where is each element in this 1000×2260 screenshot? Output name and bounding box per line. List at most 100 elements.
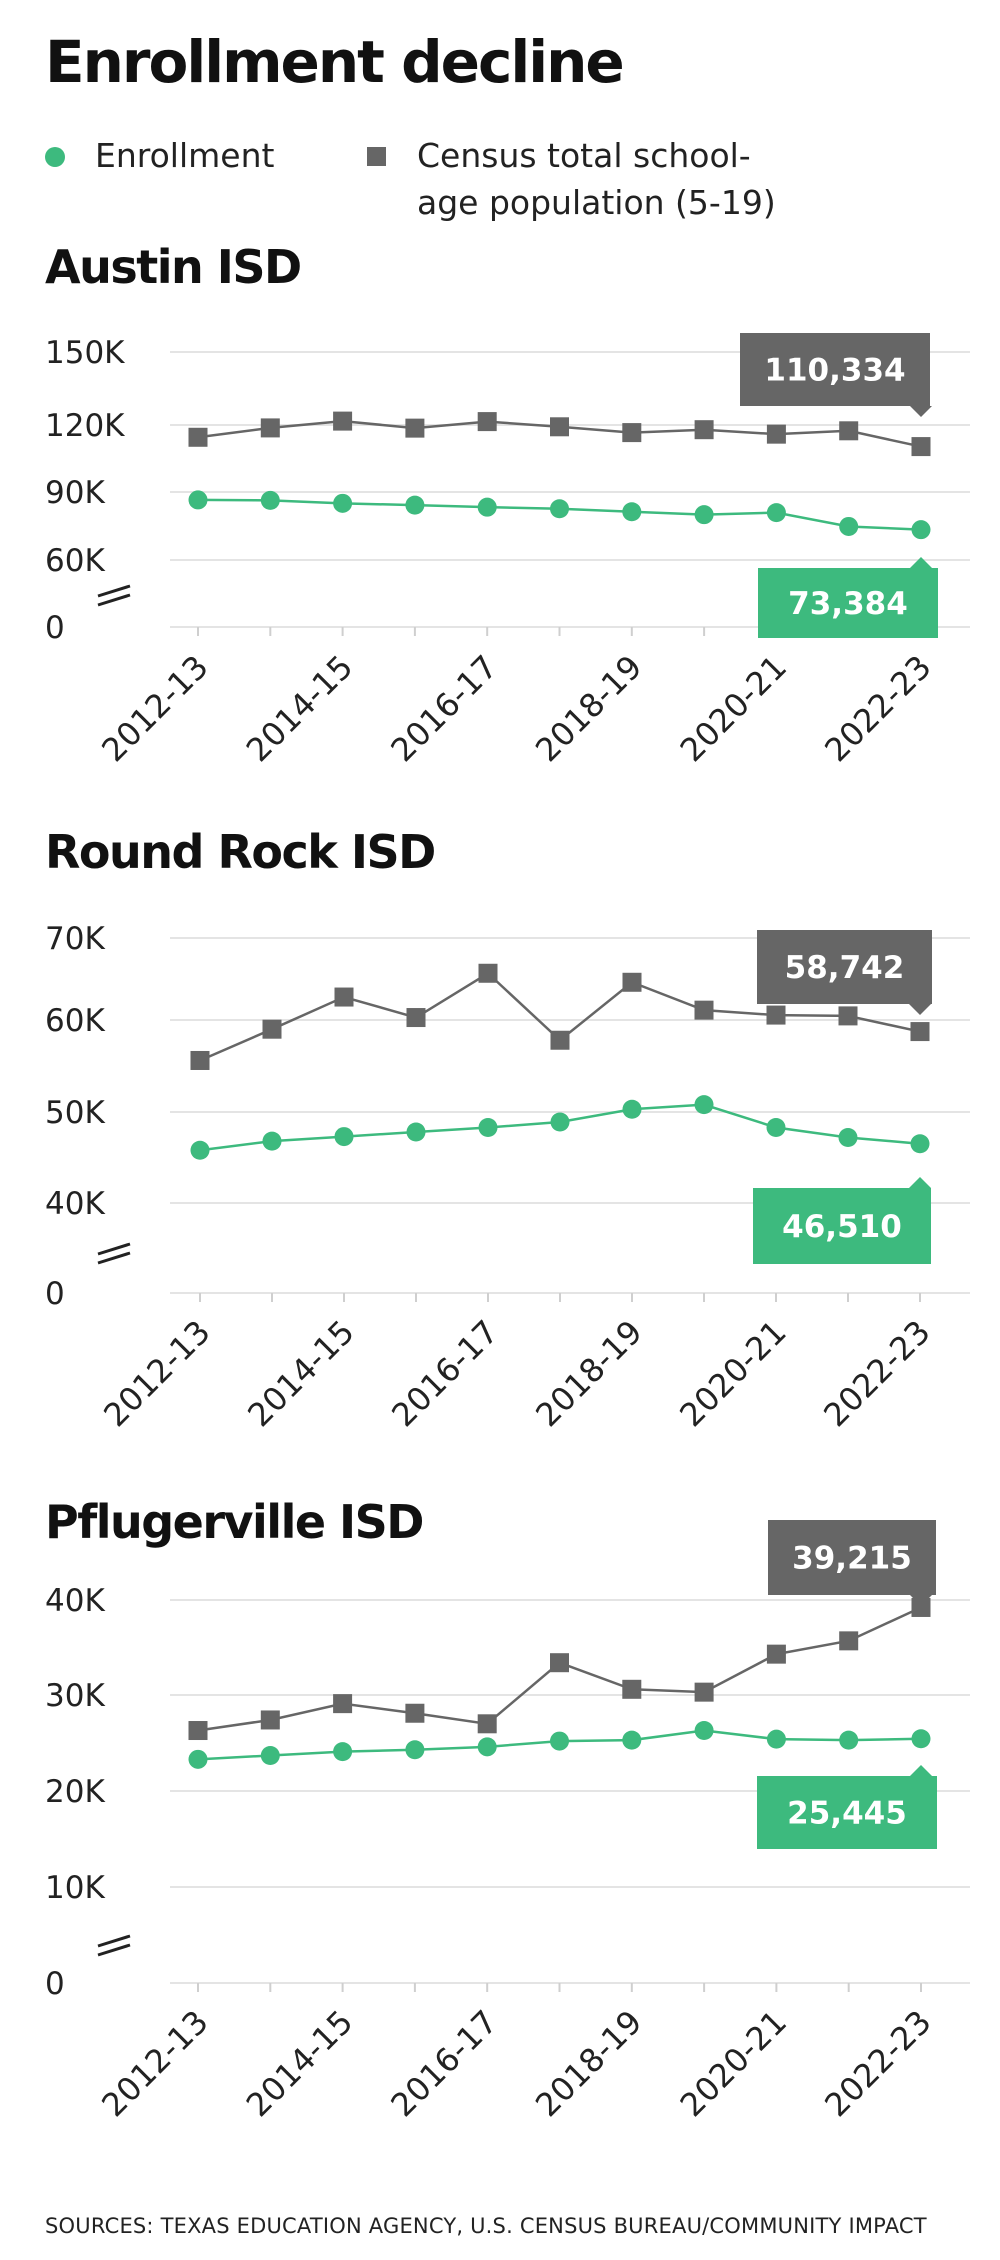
census-point: [839, 1631, 859, 1651]
enrollment-point: [188, 1749, 208, 1769]
census-point: [694, 420, 714, 440]
census-callout: 39,215: [768, 1520, 936, 1606]
x-tick-label: 2022-23: [816, 1313, 937, 1434]
census-point: [333, 411, 353, 431]
census-point: [262, 1019, 282, 1039]
y-tick-label: 40K: [45, 1583, 105, 1619]
x-tick-label: 2014-15: [240, 1313, 361, 1434]
census-point: [911, 1597, 931, 1617]
y-tick-label: 120K: [45, 408, 125, 444]
enrollment-point: [694, 1095, 714, 1115]
enrollment-point: [190, 1140, 210, 1160]
y-tick-label: 30K: [45, 1678, 105, 1714]
x-tick-label: 2014-15: [239, 2003, 360, 2124]
enrollment-point: [260, 490, 280, 510]
y-tick-label: 60K: [45, 543, 105, 579]
enrollment-point: [766, 1729, 786, 1749]
legend-item-census: Census total school-age population (5-19…: [367, 132, 787, 226]
census-point: [260, 418, 280, 438]
enrollment-point: [550, 1112, 570, 1132]
census-point: [478, 963, 498, 983]
census-point: [334, 987, 354, 1007]
enrollment-callout-value: 73,384: [788, 586, 908, 622]
enrollment-point: [911, 1729, 931, 1749]
legend: Enrollment Census total school-age popul…: [45, 132, 965, 232]
enrollment-callout: 73,384: [758, 557, 938, 638]
census-point: [405, 1703, 425, 1723]
census-point: [333, 1694, 353, 1714]
enrollment-point: [766, 503, 786, 523]
y-tick-label: 10K: [45, 1870, 105, 1906]
sources-note: SOURCES: TEXAS EDUCATION AGENCY, U.S. CE…: [45, 2214, 927, 2238]
chart-austin-isd: 0 60K 90K 120K 150K 2012-13 2014-15 2016-17 2018…: [45, 333, 970, 769]
enrollment-point: [622, 1730, 642, 1750]
y-tick-label: 90K: [45, 475, 105, 511]
chart-title-austin: Austin ISD: [45, 240, 302, 294]
census-callout: 58,742: [757, 930, 932, 1015]
census-point: [190, 1050, 210, 1070]
enrollment-point: [911, 520, 931, 540]
enrollment-point: [406, 1122, 426, 1142]
enrollment-point: [333, 1742, 353, 1762]
enrollment-point: [333, 493, 353, 513]
enrollment-point: [477, 497, 497, 517]
census-point: [694, 1682, 714, 1702]
enrollment-callout-value: 25,445: [787, 1796, 907, 1832]
y-tick-label: 40K: [45, 1186, 105, 1222]
enrollment-callout-value: 46,510: [782, 1209, 902, 1245]
census-point: [622, 972, 642, 992]
x-tick-label: 2016-17: [383, 648, 504, 769]
census-point: [766, 1005, 786, 1025]
x-tick-label: 2018-19: [528, 2003, 649, 2124]
square-marker-icon: [367, 147, 386, 166]
enrollment-point: [405, 495, 425, 515]
x-tick-label: 2018-19: [528, 1313, 649, 1434]
page-title: Enrollment decline: [45, 28, 625, 96]
chart-round-rock-isd: 0 40K 50K 60K 70K 2012-13 2014-15 2016-17 2018-1…: [45, 921, 970, 1434]
circle-marker-icon: [45, 147, 65, 167]
enrollment-point: [694, 505, 714, 525]
enrollment-point: [838, 1127, 858, 1147]
x-tick-label: 2018-19: [528, 648, 649, 769]
chart-title-round-rock: Round Rock ISD: [45, 825, 436, 879]
axis-break-icon: [97, 1934, 131, 1957]
census-point: [477, 412, 497, 432]
census-point: [406, 1008, 426, 1028]
axis-break-icon: [97, 1242, 131, 1265]
enrollment-point: [550, 1731, 569, 1751]
census-point: [188, 1721, 208, 1741]
x-tick-label: 2016-17: [384, 1313, 505, 1434]
enrollment-point: [260, 1745, 280, 1765]
census-point: [260, 1710, 280, 1730]
enrollment-point: [694, 1721, 714, 1741]
enrollment-point: [477, 1737, 497, 1757]
census-point: [838, 1006, 858, 1026]
x-tick-label: 2022-23: [817, 2003, 938, 2124]
enrollment-point: [839, 516, 859, 536]
census-point: [911, 437, 931, 457]
enrollment-callout: 46,510: [753, 1177, 931, 1264]
y-tick-label: 60K: [45, 1003, 105, 1039]
x-tick-label: 2020-21: [673, 2003, 794, 2124]
x-tick-label: 2014-15: [239, 648, 360, 769]
x-tick-label: 2012-13: [94, 648, 215, 769]
chart-pflugerville-isd: 0 10K 20K 30K 40K 2012-13 2014-15 2016-17 2018-1…: [45, 1520, 970, 2124]
enrollment-point: [766, 1117, 786, 1137]
enrollment-point: [622, 1099, 642, 1119]
enrollment-point: [262, 1131, 282, 1151]
census-callout-value: 110,334: [764, 353, 905, 389]
x-tick-label: 2016-17: [383, 2003, 504, 2124]
census-callout: 110,334: [740, 333, 932, 417]
census-point: [405, 418, 425, 438]
x-tick-label: 2022-23: [817, 648, 938, 769]
enrollment-point: [188, 490, 208, 510]
chart-title-pflugerville: Pflugerville ISD: [45, 1495, 424, 1549]
x-tick-label: 2012-13: [94, 2003, 215, 2124]
y-tick-label: 0: [45, 610, 65, 646]
x-tick-label: 2020-21: [672, 1313, 793, 1434]
legend-item-enrollment: Enrollment: [45, 132, 274, 179]
enrollment-callout: 25,445: [757, 1765, 937, 1849]
census-callout-value: 39,215: [792, 1541, 912, 1577]
y-tick-label: 0: [45, 1276, 65, 1312]
census-point: [766, 424, 786, 444]
